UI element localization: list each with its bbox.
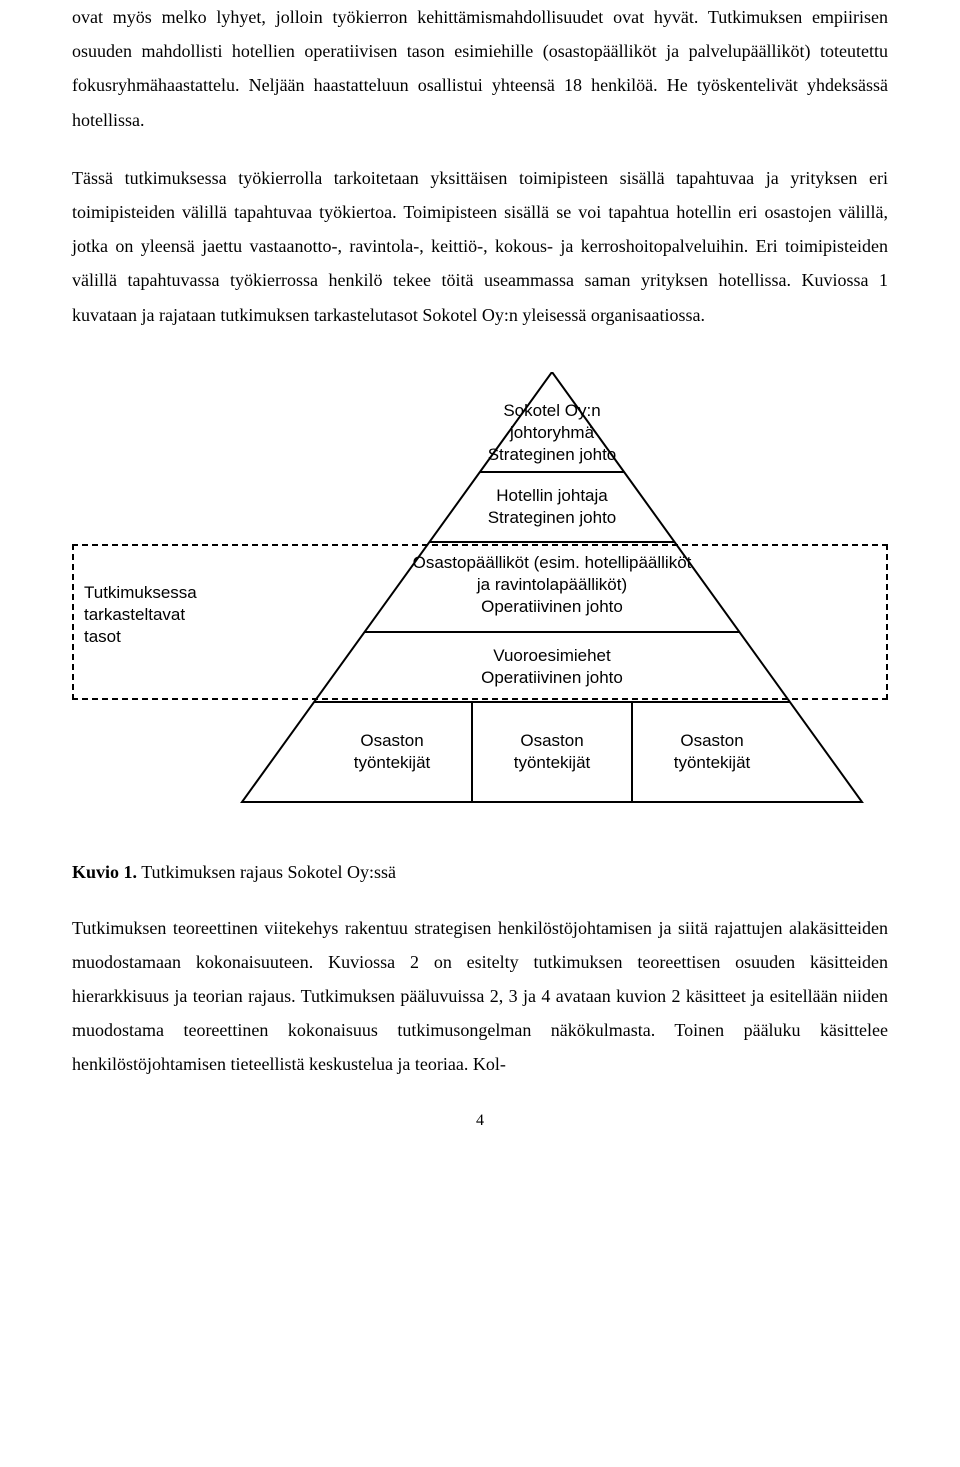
caption-bold: Kuvio 1. <box>72 862 137 882</box>
tier1-l2: johtoryhmä <box>452 422 652 444</box>
tier5c-l1: Osaston <box>632 730 792 752</box>
tier5b-l2: työntekijät <box>472 752 632 774</box>
figure-caption: Kuvio 1. Tutkimuksen rajaus Sokotel Oy:s… <box>72 862 888 883</box>
tier-5a-label: Osaston työntekijät <box>312 730 472 774</box>
paragraph-2: Tässä tutkimuksessa työkierrolla tarkoit… <box>72 161 888 332</box>
pyramid-diagram: Tutkimuksessa tarkasteltavat tasot Sokot… <box>72 372 888 812</box>
tier1-l1: Sokotel Oy:n <box>452 400 652 422</box>
tier3-l2: ja ravintolapäälliköt) <box>372 574 732 596</box>
paragraph-3: Tutkimuksen teoreettinen viitekehys rake… <box>72 911 888 1082</box>
document-page: ovat myös melko lyhyet, jolloin työkierr… <box>0 0 960 1170</box>
tier-1-label: Sokotel Oy:n johtoryhmä Strateginen joht… <box>452 400 652 466</box>
side-label: Tutkimuksessa tarkasteltavat tasot <box>84 582 197 648</box>
side-label-line1: Tutkimuksessa tarkasteltavat tasot <box>84 583 197 646</box>
tier-4-label: Vuoroesimiehet Operatiivinen johto <box>402 645 702 689</box>
caption-rest: Tutkimuksen rajaus Sokotel Oy:ssä <box>137 862 396 882</box>
tier5a-l1: Osaston <box>312 730 472 752</box>
tier3-l3: Operatiivinen johto <box>372 596 732 618</box>
tier2-l2: Strateginen johto <box>432 507 672 529</box>
tier5b-l1: Osaston <box>472 730 632 752</box>
tier5a-l2: työntekijät <box>312 752 472 774</box>
page-number: 4 <box>72 1112 888 1130</box>
tier4-l2: Operatiivinen johto <box>402 667 702 689</box>
tier-3-label: Osastopäälliköt (esim. hotellipäälliköt … <box>372 552 732 618</box>
tier2-l1: Hotellin johtaja <box>432 485 672 507</box>
tier3-l1: Osastopäälliköt (esim. hotellipäälliköt <box>372 552 732 574</box>
tier1-l3: Strateginen johto <box>452 444 652 466</box>
tier5c-l2: työntekijät <box>632 752 792 774</box>
tier4-l1: Vuoroesimiehet <box>402 645 702 667</box>
tier-5b-label: Osaston työntekijät <box>472 730 632 774</box>
paragraph-1: ovat myös melko lyhyet, jolloin työkierr… <box>72 0 888 137</box>
tier-2-label: Hotellin johtaja Strateginen johto <box>432 485 672 529</box>
tier-5c-label: Osaston työntekijät <box>632 730 792 774</box>
